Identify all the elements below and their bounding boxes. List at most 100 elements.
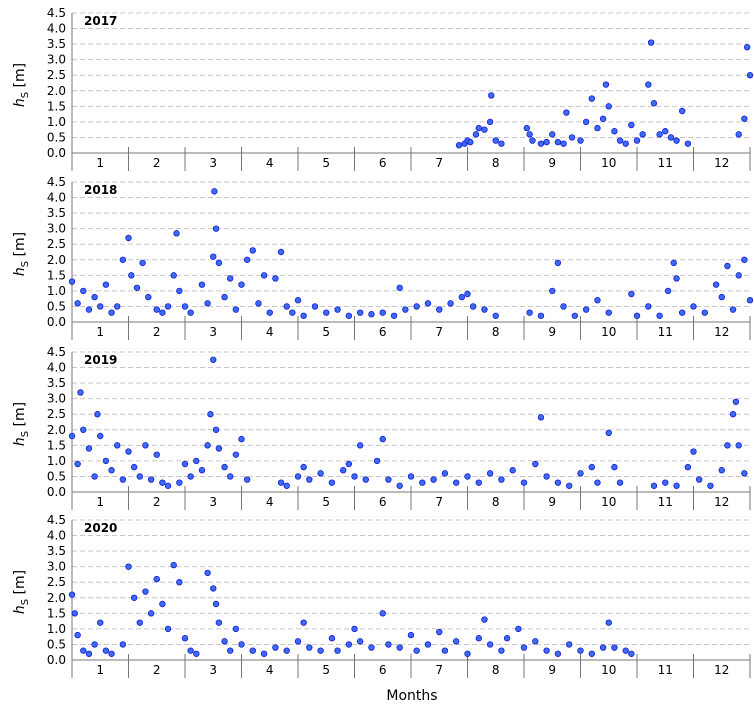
data-point xyxy=(113,303,121,310)
y-tick-label: 1.5 xyxy=(47,438,66,452)
data-point xyxy=(94,411,101,418)
month-label: 1 xyxy=(96,663,104,677)
data-point xyxy=(571,312,579,319)
data-point xyxy=(549,131,556,138)
y-tick-label: 4.5 xyxy=(47,513,66,527)
month-label: 10 xyxy=(601,156,616,170)
panel-2018: 0.00.51.01.52.02.53.03.54.04.51 2 3 4 5 6 7 8 9 1… xyxy=(12,175,754,340)
y-axis-label-subscript: S xyxy=(20,261,31,267)
y-axis-label: hS [m] xyxy=(12,570,31,614)
month-label: 10 xyxy=(601,325,616,339)
y-tick-label: 4.0 xyxy=(47,191,66,205)
data-point xyxy=(458,293,466,301)
data-point xyxy=(80,647,87,654)
data-point xyxy=(537,140,545,147)
data-point xyxy=(153,306,160,313)
data-point xyxy=(673,482,680,489)
data-point xyxy=(249,647,256,654)
y-axis-label-unit: [m] xyxy=(12,570,28,599)
data-point xyxy=(486,118,494,126)
data-point xyxy=(554,259,562,267)
y-tick-label: 3.5 xyxy=(47,376,66,390)
data-point xyxy=(153,575,160,583)
data-point xyxy=(475,479,482,486)
data-point xyxy=(735,131,742,138)
data-point xyxy=(537,312,545,319)
data-point xyxy=(605,309,612,316)
data-point xyxy=(164,482,172,489)
y-axis-label-subscript: S xyxy=(20,431,31,437)
data-point xyxy=(616,479,624,486)
data-point xyxy=(80,426,87,433)
data-point xyxy=(509,467,516,474)
data-point xyxy=(639,131,646,138)
scatter-series xyxy=(455,39,754,149)
month-label: 9 xyxy=(548,156,556,170)
month-label: 10 xyxy=(601,495,616,509)
data-point xyxy=(594,297,601,304)
panel-title: 2017 xyxy=(84,14,117,28)
data-point xyxy=(690,448,697,455)
data-point xyxy=(232,306,240,313)
y-tick-label: 3.0 xyxy=(47,53,66,67)
data-point xyxy=(294,473,302,480)
data-point xyxy=(136,619,143,626)
month-label: 7 xyxy=(435,663,443,677)
data-point xyxy=(599,115,607,122)
data-point xyxy=(402,306,409,313)
data-point xyxy=(221,293,228,301)
data-point xyxy=(464,290,471,298)
data-point xyxy=(515,625,522,633)
data-point xyxy=(667,134,675,141)
data-point xyxy=(385,641,392,648)
data-point xyxy=(712,281,720,288)
panel-title: 2020 xyxy=(84,521,117,535)
data-point xyxy=(68,432,76,440)
y-tick-label: 0.0 xyxy=(47,146,66,160)
data-point xyxy=(243,476,251,483)
data-point xyxy=(486,470,494,477)
data-point xyxy=(356,442,364,449)
data-point xyxy=(176,479,183,486)
data-point xyxy=(108,467,115,474)
data-point xyxy=(176,579,183,586)
data-point xyxy=(139,259,146,267)
y-tick-label: 2.0 xyxy=(47,253,66,267)
y-tick-label: 0.0 xyxy=(47,653,66,667)
month-label: 11 xyxy=(658,663,673,677)
scatter-series xyxy=(68,356,748,489)
data-point xyxy=(97,619,104,626)
data-point xyxy=(453,638,460,645)
y-tick-label: 4.0 xyxy=(47,22,66,36)
data-point xyxy=(436,306,443,313)
data-point xyxy=(238,435,245,443)
data-point xyxy=(260,272,268,279)
panel-title: 2018 xyxy=(84,183,117,197)
data-point xyxy=(724,262,731,270)
data-point xyxy=(91,473,98,480)
month-label: 3 xyxy=(209,495,217,509)
y-tick-label: 1.0 xyxy=(47,284,66,298)
data-point xyxy=(407,631,415,639)
data-point xyxy=(396,644,403,651)
data-point xyxy=(498,647,505,654)
data-point xyxy=(645,81,652,88)
data-point xyxy=(266,309,273,316)
data-point xyxy=(379,309,386,316)
data-point xyxy=(345,641,353,648)
data-point xyxy=(272,275,279,282)
data-point xyxy=(306,644,313,651)
data-point xyxy=(679,309,686,316)
month-label: 8 xyxy=(492,495,500,509)
data-point xyxy=(662,479,669,486)
data-point xyxy=(345,312,353,319)
data-point xyxy=(560,140,567,147)
y-axis-label-subscript: S xyxy=(20,92,31,98)
month-label: 4 xyxy=(266,495,274,509)
data-point xyxy=(707,482,714,489)
data-point xyxy=(718,467,725,474)
data-point xyxy=(453,479,460,486)
y-tick-label: 4.5 xyxy=(47,6,66,20)
data-point xyxy=(311,303,319,310)
data-point xyxy=(159,309,166,316)
